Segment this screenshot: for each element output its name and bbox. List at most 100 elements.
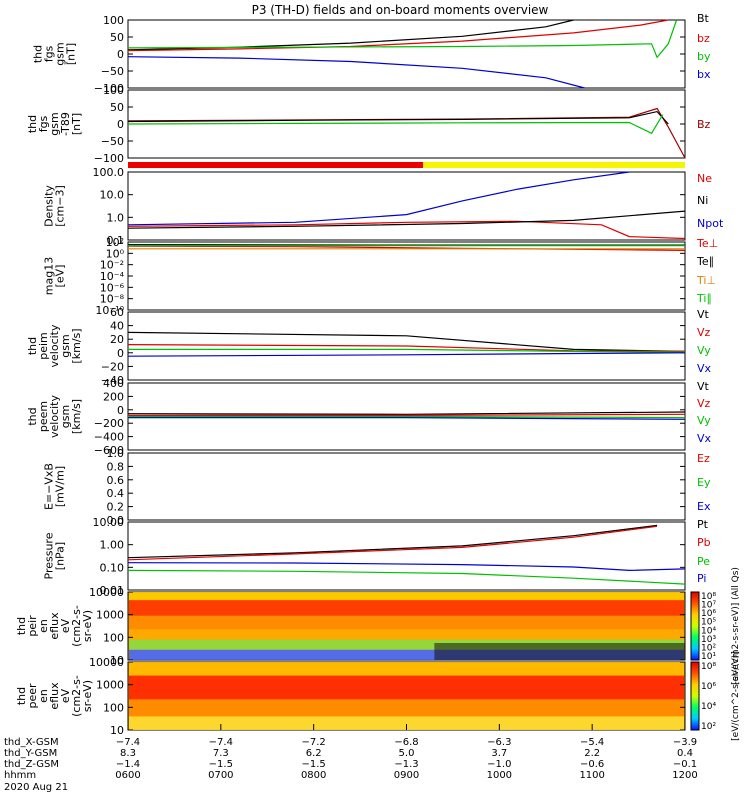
- y-axis-label: fgs: [43, 45, 56, 62]
- y-axis-label: fgs: [37, 115, 50, 132]
- panel-frame: [127, 171, 686, 241]
- legend-entry: Ez: [697, 452, 710, 465]
- y-tick-label: 0.01: [100, 584, 125, 597]
- spectrogram-band: [129, 615, 684, 630]
- series-line: [128, 413, 686, 416]
- y-tick-label: 60: [110, 306, 124, 319]
- y-axis-label: eflux: [48, 612, 61, 640]
- y-tick-label: −200: [94, 417, 124, 430]
- y-axis-label: peer: [26, 683, 39, 709]
- y-axis-label: [cm−3]: [54, 185, 67, 227]
- y-tick-label: 0.6: [107, 474, 125, 487]
- y-axis-label: Pressure: [43, 532, 56, 579]
- y-tick-label: 1.0: [107, 211, 125, 224]
- x-tick-label: 0900: [394, 770, 419, 781]
- spectrogram-band: [129, 629, 684, 640]
- panel-peir-spec: 10000 1000 100 10 thdpeirenefluxeV(cm2-s-sr-…: [15, 586, 686, 667]
- x-tick-label: −3.9: [673, 737, 697, 748]
- legend-entry: Ey: [697, 476, 711, 489]
- y-tick-label: 400: [103, 377, 124, 390]
- y-axis-label: thd: [26, 115, 39, 133]
- panel-peer-spec: 10000 1000 100 10 thdpeerenefluxeV(cm2-s-sr-…: [15, 656, 686, 737]
- y-axis-label: en: [37, 619, 50, 633]
- legend-entry: Pi: [697, 572, 706, 585]
- x-tick-label: −7.4: [209, 737, 233, 748]
- spectrogram-band: [129, 639, 684, 650]
- y-axis-label: sr-eV): [81, 680, 94, 712]
- spectrogram-noise: [434, 643, 685, 660]
- y-tick-label: 0: [117, 118, 124, 131]
- y-tick-label: 0.8: [107, 460, 125, 473]
- y-axis-label: Density: [43, 185, 56, 227]
- y-tick-label: 100: [103, 14, 124, 27]
- series-line: [127, 107, 686, 159]
- x-tick-label: 8.3: [120, 748, 136, 759]
- y-axis-label: velocity: [48, 324, 61, 367]
- panel-density: 100.0 10.0 1.0 0.1 Density[cm−3] Ne Ni Npot: [43, 166, 724, 247]
- y-axis-label: velocity: [48, 395, 61, 438]
- y-tick-label: 0.4: [107, 487, 125, 500]
- y-tick-label: 10: [110, 724, 124, 737]
- state-segment: [128, 162, 424, 168]
- legend-entry: by: [697, 50, 711, 63]
- x-tick-label: −1.0: [487, 759, 511, 770]
- y-axis-label: eV: [59, 618, 72, 633]
- colorbar: [690, 661, 700, 731]
- y-tick-label: 10000: [89, 586, 124, 599]
- y-axis-label: [nT]: [65, 43, 78, 65]
- y-axis-label: gsm: [59, 405, 72, 428]
- colorbar-tick-label: 10⁸: [701, 662, 716, 672]
- y-axis-label: [km/s]: [70, 399, 83, 434]
- legend-entry: bx: [697, 68, 711, 81]
- y-tick-label: 0.1: [107, 234, 125, 247]
- y-tick-label: 100.0: [93, 166, 125, 179]
- colorbar-label: [eV/(cm^2-s-sr-eV)]: [731, 651, 741, 741]
- spectrogram-band: [129, 675, 684, 700]
- series-line: [127, 19, 574, 51]
- legend-entry: Ex: [697, 500, 711, 513]
- y-tick-label: 1000: [96, 679, 124, 692]
- y-tick-label: 100: [103, 701, 124, 714]
- y-tick-label: 1000: [96, 609, 124, 622]
- x-tick-label: 1200: [672, 770, 697, 781]
- y-tick-label: 10⁻²: [100, 259, 124, 272]
- x-axis-row-label: thd_Z-GSM: [4, 759, 59, 770]
- legend-entry: Ti⊥: [696, 274, 716, 287]
- panel-frame: [127, 521, 686, 591]
- colorbar-tick-label: 10⁶: [701, 609, 716, 619]
- y-tick-label: 1.0: [107, 447, 125, 460]
- y-tick-label: −50: [101, 65, 124, 78]
- colorbar-tick-label: 10³: [701, 635, 716, 645]
- y-axis-label: gsm: [59, 334, 72, 357]
- y-axis-label: thd: [26, 407, 39, 425]
- y-axis-label: gsm: [54, 42, 67, 65]
- panel-frame: [127, 241, 686, 311]
- x-tick-label: −0.1: [673, 759, 697, 770]
- series-line: [127, 210, 686, 229]
- y-axis-label: [nT]: [70, 113, 83, 135]
- y-tick-label: −100: [94, 82, 124, 95]
- panels: 100500−50−100thdfgsgsm[nT]Btbzbybx100500…: [15, 12, 724, 737]
- y-tick-label: 10: [110, 654, 124, 667]
- series-line: [127, 56, 585, 89]
- series-line: [127, 19, 669, 52]
- legend-entry: Te⊥: [696, 237, 718, 250]
- series-line: [128, 415, 686, 419]
- legend-entry: Vt: [697, 308, 710, 321]
- legend-entry: Vx: [697, 432, 712, 445]
- series-line: [127, 331, 686, 352]
- x-tick-label: 5.0: [399, 748, 415, 759]
- y-tick-label: 50: [110, 101, 124, 114]
- y-axis-label: peim: [37, 332, 50, 360]
- series-line: [127, 569, 686, 585]
- colorbar-tick-label: 10⁴: [701, 626, 716, 636]
- y-axis-label: thd: [15, 687, 28, 705]
- x-axis-row-label: thd_X-GSM: [4, 737, 59, 748]
- x-axis-date: 2020 Aug 21: [4, 782, 68, 793]
- y-axis-label: eV: [59, 688, 72, 703]
- y-tick-label: −400: [94, 431, 124, 444]
- x-tick-label: −1.4: [116, 759, 140, 770]
